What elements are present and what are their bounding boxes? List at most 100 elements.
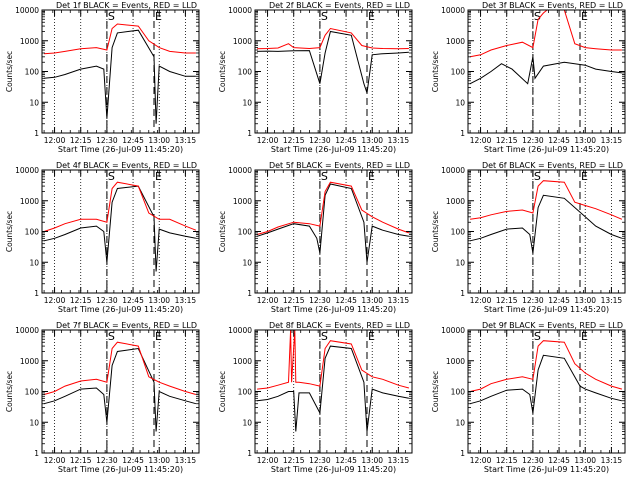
chart-title: Det 5f BLACK = Events, RED = LLD xyxy=(269,161,410,170)
chart-title: Det 1f BLACK = Events, RED = LLD xyxy=(56,1,197,10)
y-tick-label: 1 xyxy=(460,129,465,138)
end-marker-label: E xyxy=(155,330,162,343)
y-tick-label: 1 xyxy=(247,129,252,138)
y-tick-label: 100 xyxy=(25,68,40,77)
y-tick-label: 10000 xyxy=(441,166,465,175)
end-marker-label: E xyxy=(368,330,375,343)
x-tick-label: 12:45 xyxy=(335,136,357,145)
x-tick-label: 12:15 xyxy=(70,456,92,465)
series-line-lld xyxy=(257,330,410,390)
x-tick-label: 12:00 xyxy=(44,456,66,465)
x-tick-label: 12:45 xyxy=(122,456,144,465)
x-tick-label: 13:15 xyxy=(175,136,197,145)
y-axis-label: Counts/sec xyxy=(5,51,14,92)
chart-title: Det 3f BLACK = Events, RED = LLD xyxy=(482,1,623,10)
y-axis-label: Counts/sec xyxy=(5,371,14,412)
start-marker-label: S xyxy=(534,10,541,23)
x-axis-label: Start Time (26-Jul-09 11:45:20) xyxy=(484,305,609,314)
x-tick-label: 12:30 xyxy=(96,136,118,145)
y-tick-label: 10000 xyxy=(228,166,252,175)
end-marker-label: E xyxy=(368,10,375,23)
y-axis-label: Counts/sec xyxy=(431,211,440,252)
start-marker-label: S xyxy=(534,330,541,343)
x-tick-label: 13:15 xyxy=(175,296,197,305)
series-line-lld xyxy=(43,341,197,395)
series-line-events xyxy=(44,29,196,124)
start-marker-label: S xyxy=(321,10,328,23)
y-tick-label: 1000 xyxy=(233,357,252,366)
y-tick-label: 1000 xyxy=(233,37,252,46)
start-marker-label: S xyxy=(108,330,115,343)
x-tick-label: 12:00 xyxy=(44,136,66,145)
series-line-events xyxy=(43,185,196,272)
x-tick-label: 12:45 xyxy=(335,296,357,305)
x-tick-label: 13:15 xyxy=(601,136,623,145)
chart-title: Det 4f BLACK = Events, RED = LLD xyxy=(56,161,197,170)
x-tick-label: 12:45 xyxy=(548,296,570,305)
x-tick-label: 12:15 xyxy=(283,456,305,465)
series-line-events xyxy=(257,30,409,94)
x-tick-label: 13:00 xyxy=(361,296,383,305)
y-tick-label: 10 xyxy=(455,418,465,427)
x-tick-label: 12:15 xyxy=(496,456,518,465)
y-tick-label: 1000 xyxy=(446,37,465,46)
series-line-lld xyxy=(470,10,622,58)
chart-title: Det 9f BLACK = Events, RED = LLD xyxy=(482,321,623,330)
y-tick-label: 1 xyxy=(34,449,39,458)
x-tick-label: 12:15 xyxy=(496,136,518,145)
y-tick-label: 10 xyxy=(29,258,39,267)
x-tick-label: 12:45 xyxy=(122,296,144,305)
y-tick-label: 1 xyxy=(460,449,465,458)
x-tick-label: 13:15 xyxy=(601,296,623,305)
x-axis-label: Start Time (26-Jul-09 11:45:20) xyxy=(484,465,609,474)
x-axis-label: Start Time (26-Jul-09 11:45:20) xyxy=(484,145,609,154)
start-marker-label: S xyxy=(108,170,115,183)
y-tick-label: 1 xyxy=(34,289,39,298)
chart-title: Det 7f BLACK = Events, RED = LLD xyxy=(56,321,197,330)
chart-title: Det 2f BLACK = Events, RED = LLD xyxy=(269,1,410,10)
series-line-lld xyxy=(470,180,623,220)
y-tick-label: 100 xyxy=(238,388,253,397)
plot-frame xyxy=(254,329,413,454)
y-tick-label: 10 xyxy=(242,98,252,107)
series-line-lld xyxy=(43,181,197,232)
y-tick-label: 10000 xyxy=(15,326,39,335)
x-tick-label: 12:00 xyxy=(470,296,492,305)
x-tick-label: 12:15 xyxy=(283,136,305,145)
x-tick-label: 13:15 xyxy=(388,136,410,145)
plot-frame xyxy=(467,169,626,294)
y-tick-label: 10 xyxy=(29,418,39,427)
x-tick-label: 13:15 xyxy=(388,456,410,465)
y-tick-label: 10000 xyxy=(441,326,465,335)
x-tick-label: 13:00 xyxy=(361,136,383,145)
x-tick-label: 12:30 xyxy=(309,456,331,465)
y-tick-label: 10 xyxy=(242,258,252,267)
y-tick-label: 10000 xyxy=(441,6,465,15)
x-tick-label: 12:15 xyxy=(283,296,305,305)
y-tick-label: 1000 xyxy=(446,197,465,206)
y-tick-label: 1 xyxy=(247,289,252,298)
x-axis-label: Start Time (26-Jul-09 11:45:20) xyxy=(271,145,396,154)
y-tick-label: 10 xyxy=(455,258,465,267)
start-marker-label: S xyxy=(321,330,328,343)
y-tick-label: 10 xyxy=(455,98,465,107)
x-tick-label: 12:00 xyxy=(257,456,279,465)
x-tick-label: 12:15 xyxy=(496,296,518,305)
series-line-events xyxy=(469,354,623,414)
y-axis-label: Counts/sec xyxy=(218,371,227,412)
start-marker-label: S xyxy=(534,170,541,183)
x-tick-label: 12:15 xyxy=(70,296,92,305)
series-line-lld xyxy=(469,340,623,392)
y-tick-label: 1 xyxy=(34,129,39,138)
x-tick-label: 12:00 xyxy=(44,296,66,305)
x-tick-label: 12:45 xyxy=(335,456,357,465)
x-tick-label: 13:15 xyxy=(388,296,410,305)
series-line-events xyxy=(43,347,197,432)
x-tick-label: 12:30 xyxy=(522,136,544,145)
x-tick-label: 12:30 xyxy=(522,296,544,305)
y-tick-label: 10 xyxy=(242,418,252,427)
